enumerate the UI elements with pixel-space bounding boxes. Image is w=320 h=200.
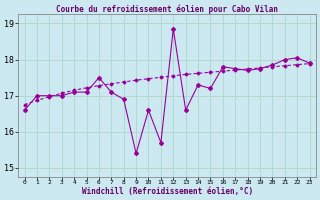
X-axis label: Windchill (Refroidissement éolien,°C): Windchill (Refroidissement éolien,°C) bbox=[82, 187, 253, 196]
Title: Courbe du refroidissement éolien pour Cabo Vilan: Courbe du refroidissement éolien pour Ca… bbox=[56, 4, 278, 14]
